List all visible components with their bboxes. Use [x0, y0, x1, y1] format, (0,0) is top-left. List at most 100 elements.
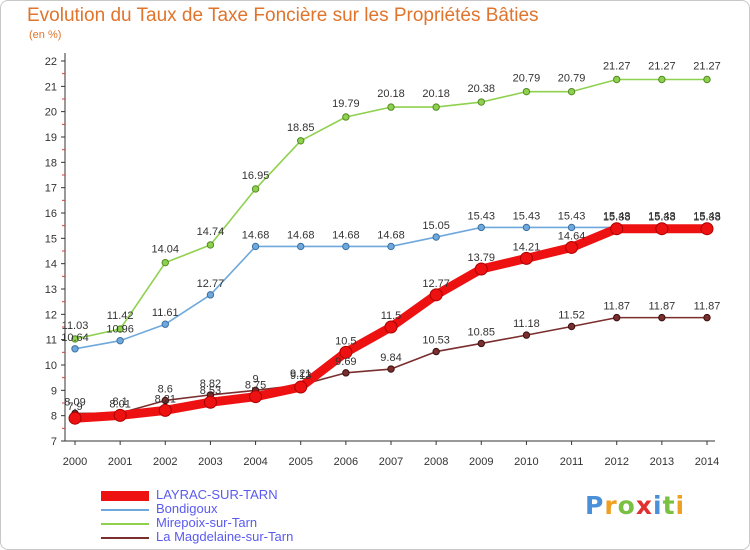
- series-2: [71, 75, 711, 343]
- series-3: [71, 313, 711, 418]
- data-point: [342, 369, 350, 377]
- proxiti-logo: Proxiti: [585, 491, 685, 520]
- data-label: 11.61: [152, 307, 179, 319]
- legend-item: Mirepoix-sur-Tarn: [101, 515, 257, 532]
- y-tick-label: 11: [46, 335, 57, 347]
- data-point: [432, 103, 440, 111]
- x-tick-label: 2013: [650, 456, 674, 468]
- x-tick-label: 2012: [604, 456, 628, 468]
- data-label: 15.43: [648, 210, 676, 222]
- data-point: [249, 390, 263, 404]
- legend-swatch: [101, 537, 149, 539]
- y-tick-label: 17: [45, 183, 57, 195]
- data-label: 8.75: [245, 380, 266, 392]
- data-point: [429, 288, 443, 302]
- data-label: 8.01: [109, 398, 130, 410]
- data-label: 11.5: [381, 310, 402, 322]
- data-label: 8.6: [158, 383, 173, 395]
- data-label: 11.42: [107, 310, 134, 322]
- data-label: 15.38: [603, 212, 631, 224]
- data-label: 15.43: [693, 210, 721, 222]
- logo-letter: r: [604, 491, 618, 520]
- data-point: [432, 233, 440, 241]
- data-point: [116, 336, 124, 345]
- data-point: [613, 313, 621, 322]
- data-point: [703, 75, 711, 84]
- x-tick-label: 2011: [560, 456, 584, 468]
- data-point: [655, 222, 669, 236]
- data-point: [567, 223, 576, 232]
- data-point: [387, 242, 395, 251]
- data-point: [567, 322, 576, 331]
- x-tick-label: 2010: [514, 456, 538, 468]
- legend-item: LAYRAC-SUR-TARN: [101, 487, 278, 504]
- data-point: [474, 262, 488, 276]
- data-point: [522, 87, 531, 96]
- data-label: 8.53: [200, 385, 221, 397]
- data-label: 21.27: [603, 60, 631, 72]
- data-point: [158, 403, 172, 417]
- legend-item: Bondigoux: [101, 501, 217, 518]
- data-label: 18.85: [287, 122, 315, 134]
- legend-swatch: [101, 491, 149, 501]
- data-label: 20.79: [513, 73, 541, 85]
- data-label: 14.74: [197, 226, 225, 238]
- data-point: [297, 137, 305, 145]
- data-label: 15.43: [558, 210, 586, 222]
- data-label: 11.87: [648, 301, 675, 313]
- data-point: [251, 185, 260, 193]
- data-point: [71, 345, 79, 353]
- data-label: 14.64: [558, 230, 586, 242]
- y-tick-label: 18: [45, 157, 57, 169]
- data-label: 15.38: [648, 212, 676, 224]
- data-label: 10.64: [61, 332, 89, 344]
- data-label: 20.18: [422, 88, 450, 100]
- data-point: [116, 325, 124, 333]
- y-tick-label: 20: [45, 107, 57, 119]
- y-tick-label: 7: [51, 436, 57, 448]
- legend-label: Bondigoux: [156, 501, 218, 516]
- data-point: [519, 251, 533, 265]
- data-label: 20.38: [468, 83, 496, 95]
- chart-subtitle: (en %): [29, 29, 62, 41]
- chart-title: Evolution du Taux de Taxe Foncière sur l…: [27, 5, 539, 26]
- y-tick-label: 8: [51, 411, 57, 423]
- data-label: 9.84: [380, 352, 401, 364]
- legend-item: La Magdelaine-sur-Tarn: [101, 529, 293, 546]
- data-label: 11.18: [513, 318, 540, 330]
- logo-letter: i: [675, 491, 686, 520]
- data-label: 12.77: [422, 278, 450, 290]
- data-label: 14.21: [513, 241, 541, 253]
- data-label: 10.85: [468, 326, 496, 338]
- data-point: [610, 222, 624, 236]
- data-point: [161, 320, 169, 328]
- data-label: 15.43: [513, 210, 541, 222]
- data-label: 9: [253, 373, 259, 385]
- data-label: 7.9: [67, 401, 82, 413]
- data-point: [161, 396, 169, 405]
- data-point: [613, 75, 621, 84]
- data-point: [161, 258, 169, 267]
- data-label: 12.77: [197, 278, 225, 290]
- legend-swatch: [101, 523, 149, 525]
- legend-label: LAYRAC-SUR-TARN: [156, 487, 278, 502]
- data-point: [342, 242, 350, 251]
- data-label: 14.04: [152, 244, 180, 256]
- x-tick-label: 2006: [334, 456, 358, 468]
- data-label: 20.79: [558, 73, 586, 85]
- data-point: [522, 331, 531, 339]
- data-point: [203, 395, 217, 409]
- data-label: 15.43: [468, 210, 496, 222]
- legend-label: Mirepoix-sur-Tarn: [156, 515, 258, 530]
- data-label: 11.52: [558, 309, 585, 321]
- x-tick-label: 2007: [379, 456, 403, 468]
- data-point: [477, 339, 485, 348]
- data-point: [206, 291, 215, 299]
- data-point: [387, 103, 395, 111]
- y-tick-label: 13: [45, 284, 57, 296]
- data-point: [68, 411, 82, 425]
- data-point: [339, 345, 353, 359]
- x-tick-label: 2002: [153, 456, 177, 468]
- data-label: 8.1: [112, 396, 127, 408]
